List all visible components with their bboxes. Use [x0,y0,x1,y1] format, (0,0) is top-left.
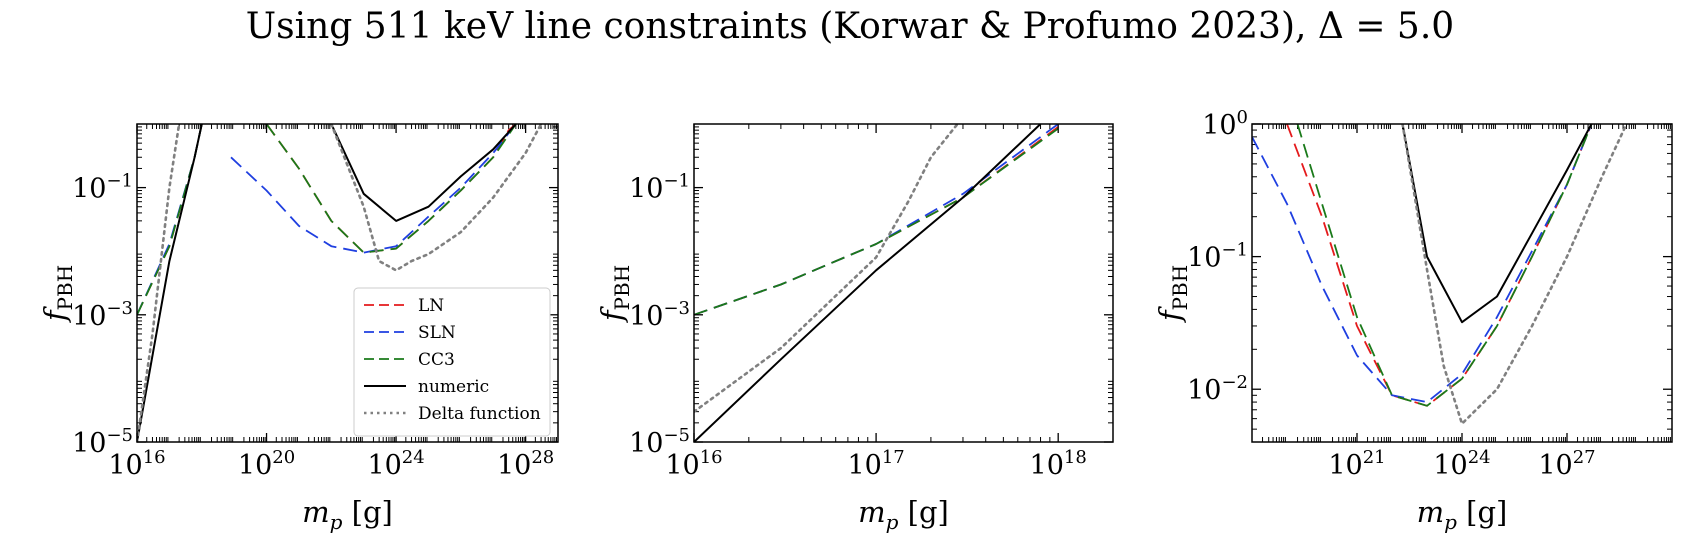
minor-ticks [694,124,1113,442]
legend: LN SLN CC3 numeric Delta function [353,287,551,437]
y-tick-label: 100 [1202,107,1248,141]
series-line-cc3 [1296,124,1593,407]
series-line-numeric [330,124,517,222]
series-line-ln [265,124,517,254]
legend-box [353,287,551,437]
series-line-ln [694,126,1059,316]
series-group [137,124,543,442]
legend-label: CC3 [418,350,455,370]
x-tick-label: 1016 [108,447,165,481]
legend-label: numeric [418,377,489,397]
y-tick-label: 10−1 [1187,240,1248,274]
y-tick-label: 10−5 [72,425,133,459]
y-tick-label: 10−3 [629,298,690,332]
legend-label: Delta function [418,404,541,424]
series-line-delta-function [137,124,181,442]
figure-title: Using 511 keV line constraints (Korwar &… [245,6,1455,47]
x-tick-label: 1024 [1433,447,1490,481]
y-tick-label: 10−3 [72,298,133,332]
y-tick-label: 10−1 [629,171,690,205]
y-tick-label: 10−2 [1187,372,1248,406]
x-tick-label: 1027 [1538,447,1595,481]
axes-frame [136,123,559,443]
series-line-ln [137,124,203,316]
x-axis-label: mp [g] [858,495,949,534]
y-axis-label: fPBH [595,265,634,323]
series-line-cc3 [265,124,517,254]
series-line-cc3 [137,124,203,316]
x-axis-label: mp [g] [302,495,393,534]
axes-frame [1251,123,1673,443]
series-line-cc3 [694,127,1059,316]
legend-label: SLN [418,323,456,343]
x-tick-label: 1028 [497,447,554,481]
axes-frame [693,123,1114,443]
y-tick-label: 10−1 [72,171,133,205]
x-tick-label: 1020 [238,447,295,481]
chart-panel-middle: 1016 1017 1018 10−5 10−3 10−1 mp [g] fPBH [595,123,1114,534]
series-line-numeric [1401,124,1593,324]
minor-ticks [1252,124,1672,442]
minor-ticks [137,124,558,442]
series-line-numeric [137,124,203,442]
chart-panel-left: 1016 1020 1024 1028 10−5 10−3 10−1 mp [g] fPBH LN… [38,123,559,534]
series-line-delta-function [1401,124,1628,426]
y-tick-label: 10−5 [629,425,690,459]
y-axis-label: fPBH [1153,265,1192,323]
series-line-sln [1252,124,1593,404]
x-tick-label: 1018 [1030,447,1087,481]
series-line-sln [137,124,203,316]
x-tick-label: 1017 [847,447,904,481]
series-line-sln [230,124,517,254]
series-line-ln [1286,124,1593,407]
series-group [694,124,1059,442]
x-tick-label: 1024 [367,447,424,481]
y-axis-label: fPBH [38,265,77,323]
series-group [1252,124,1628,426]
series-line-numeric [694,124,1042,442]
series-line-delta-function [694,124,959,414]
x-tick-label: 1021 [1328,447,1385,481]
legend-label: LN [418,296,444,316]
x-tick-label: 1016 [665,447,722,481]
series-line-sln [694,124,1059,316]
chart-panel-right: 1021 1024 1027 10−2 10−1 100 mp [g] fPBH [1153,107,1673,534]
x-axis-label: mp [g] [1417,495,1508,534]
series-line-delta-function [329,124,543,272]
